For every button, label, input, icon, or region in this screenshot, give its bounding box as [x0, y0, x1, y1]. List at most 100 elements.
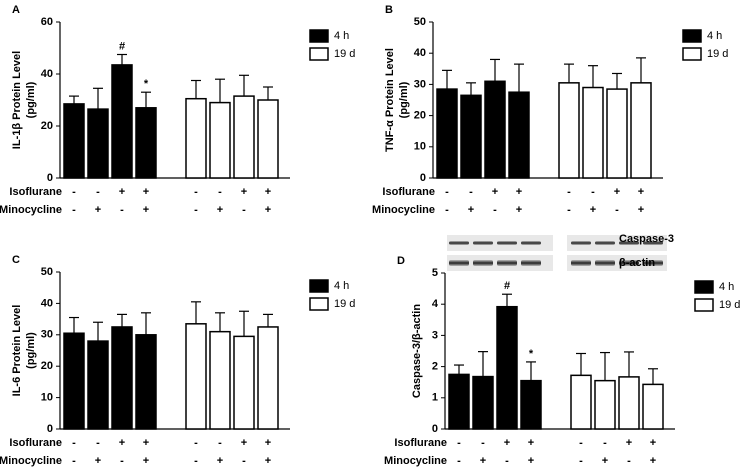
factor-sign: - [242, 204, 246, 216]
factor-sign: - [627, 455, 631, 467]
factor-sign: - [194, 186, 198, 198]
y-tick-label: 30 [414, 78, 426, 90]
y-tick-label: 60 [41, 16, 53, 28]
factor-label: Isoflurane [382, 186, 435, 198]
bar [606, 88, 628, 179]
legend-label: 19 d [719, 299, 740, 311]
bar [87, 340, 109, 430]
y-axis-label: TNF-α Protein Level [384, 48, 396, 152]
factor-sign: + [650, 437, 656, 449]
blot-band [643, 260, 663, 266]
bar [185, 97, 207, 179]
blot-band [473, 241, 493, 245]
y-tick-label: 20 [41, 120, 53, 132]
y-axis-label: (pg/ml) [25, 81, 37, 118]
bar [558, 82, 580, 179]
bar [570, 374, 592, 430]
factor-sign: + [650, 455, 656, 467]
bar [594, 379, 616, 430]
factor-sign: + [241, 186, 247, 198]
annotation: # [119, 40, 125, 52]
bar [209, 330, 231, 430]
factor-sign: - [591, 186, 595, 198]
bar [618, 376, 640, 430]
factor-sign: - [120, 204, 124, 216]
legend-swatch [682, 47, 702, 61]
y-tick-label: 3 [432, 329, 438, 341]
bar [63, 103, 85, 179]
bar [460, 94, 482, 179]
bar [87, 108, 109, 179]
bar [520, 379, 542, 430]
factor-sign: + [217, 204, 223, 216]
factor-sign: - [218, 186, 222, 198]
panel-label: B [385, 4, 393, 16]
factor-label: Isoflurane [394, 437, 447, 449]
factor-sign: + [638, 186, 644, 198]
factor-sign: + [95, 204, 101, 216]
blot-band [595, 260, 615, 266]
factor-sign: + [95, 455, 101, 467]
y-tick-label: 20 [41, 360, 53, 372]
factor-sign: + [492, 186, 498, 198]
panel-label: C [12, 254, 20, 266]
factor-sign: - [579, 437, 583, 449]
bar [135, 334, 157, 430]
blot-label: Caspase-3 [619, 233, 674, 245]
bar [436, 88, 458, 179]
factor-sign: - [120, 455, 124, 467]
blot-band [497, 260, 517, 266]
factor-sign: - [96, 186, 100, 198]
factor-sign: - [457, 437, 461, 449]
blot-band [497, 241, 517, 245]
factor-sign: - [493, 204, 497, 216]
factor-sign: - [72, 186, 76, 198]
blot-band [473, 260, 493, 266]
y-tick-label: 4 [432, 298, 439, 310]
factor-sign: + [265, 186, 271, 198]
blot-band [571, 241, 591, 245]
y-axis-label: IL-6 Protein Level [11, 305, 23, 397]
factor-sign: + [143, 204, 149, 216]
annotation: * [529, 348, 534, 360]
factor-sign: - [194, 455, 198, 467]
factor-sign: - [445, 186, 449, 198]
legend-swatch [309, 29, 329, 43]
y-axis-label: Caspase-3/β-actin [411, 304, 423, 398]
bar [582, 86, 604, 179]
factor-sign: - [96, 437, 100, 449]
blot-band [449, 241, 469, 245]
y-tick-label: 40 [41, 297, 53, 309]
legend-swatch [309, 47, 329, 61]
factor-sign: - [505, 455, 509, 467]
factor-sign: + [480, 455, 486, 467]
factor-sign: + [638, 204, 644, 216]
bar [233, 335, 255, 430]
y-tick-label: 50 [414, 16, 426, 28]
panel-label: D [397, 255, 405, 267]
factor-sign: + [602, 455, 608, 467]
y-tick-label: 10 [41, 392, 53, 404]
factor-sign: - [72, 437, 76, 449]
factor-label: Isoflurane [9, 186, 62, 198]
factor-label: Minocycline [0, 455, 62, 467]
y-tick-label: 0 [47, 423, 53, 435]
bar [233, 95, 255, 179]
y-tick-label: 30 [41, 329, 53, 341]
bar [185, 323, 207, 430]
bar [135, 107, 157, 179]
blot-background [567, 255, 667, 271]
blot-background [567, 235, 667, 251]
factor-sign: + [143, 186, 149, 198]
legend-label: 19 d [334, 298, 355, 310]
factor-sign: + [119, 186, 125, 198]
blot-band [571, 260, 591, 266]
factor-sign: + [528, 455, 534, 467]
factor-sign: - [445, 204, 449, 216]
factor-sign: + [265, 437, 271, 449]
blot-label: β-actin [619, 257, 655, 269]
factor-sign: + [143, 455, 149, 467]
y-axis-label: (pg/ml) [398, 81, 410, 118]
